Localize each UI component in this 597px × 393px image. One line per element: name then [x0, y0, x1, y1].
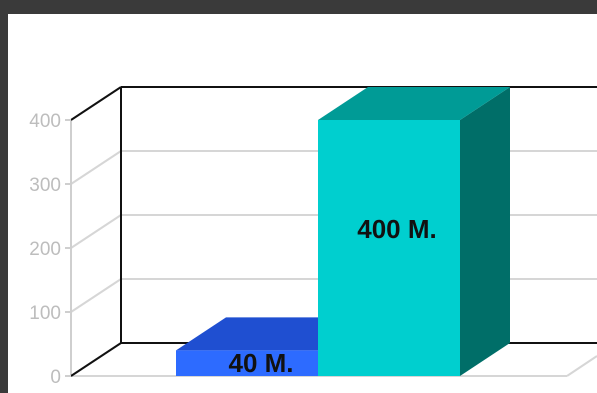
- floor-right-edge: [566, 355, 597, 377]
- floor-diagonal: [70, 342, 122, 377]
- bar: [318, 120, 460, 376]
- grid-line-diagonal: [70, 278, 122, 313]
- bar-top: [318, 87, 510, 120]
- data-label: 400 M.: [357, 214, 437, 244]
- y-tick-label: 0: [50, 367, 61, 388]
- bars: [176, 87, 510, 376]
- grid-line-diagonal: [70, 214, 122, 249]
- y-tick-label: 300: [29, 175, 61, 196]
- top-diagonal: [70, 86, 122, 121]
- data-label: 40 M.: [228, 348, 293, 378]
- bar-side: [460, 87, 510, 376]
- y-tick-label: 400: [29, 111, 61, 132]
- y-tick-label: 200: [29, 239, 61, 260]
- data-labels: 40 M. 400 M.: [228, 214, 436, 378]
- y-tick-label: 100: [29, 303, 61, 324]
- grid-line-diagonal: [70, 150, 122, 185]
- bar: [176, 350, 320, 376]
- y-axis-ticks: 0 100 200 300 400: [29, 111, 71, 388]
